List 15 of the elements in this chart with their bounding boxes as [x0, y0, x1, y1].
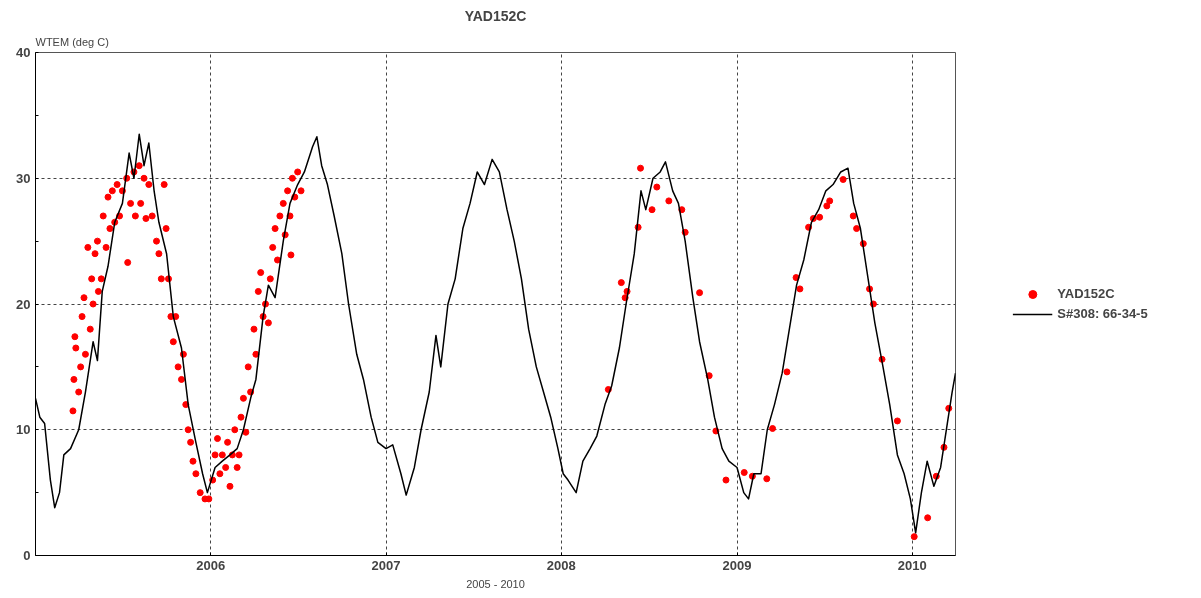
chart-title: YAD152C	[464, 7, 527, 24]
y-tick-label: 40	[16, 45, 31, 60]
legend-label: S#308: 66-34-5	[1057, 306, 1148, 321]
legend-label: YAD152C	[1057, 286, 1115, 301]
x-tick-label: 2009	[722, 557, 752, 573]
y-tick-label: 30	[16, 170, 31, 186]
x-tick-label: 2008	[546, 557, 576, 573]
x-tick-label: 2010	[897, 557, 927, 573]
x-tick-label: 2006	[196, 557, 226, 573]
y-tick-label: 10	[16, 422, 31, 438]
x-axis-title: 2005 - 2010	[466, 577, 525, 590]
y-tick-label: 0	[23, 548, 31, 563]
y-axis-title: WTEM (deg C)	[35, 35, 109, 48]
x-tick-label: 2007	[371, 557, 401, 573]
y-tick-label: 20	[16, 296, 31, 312]
